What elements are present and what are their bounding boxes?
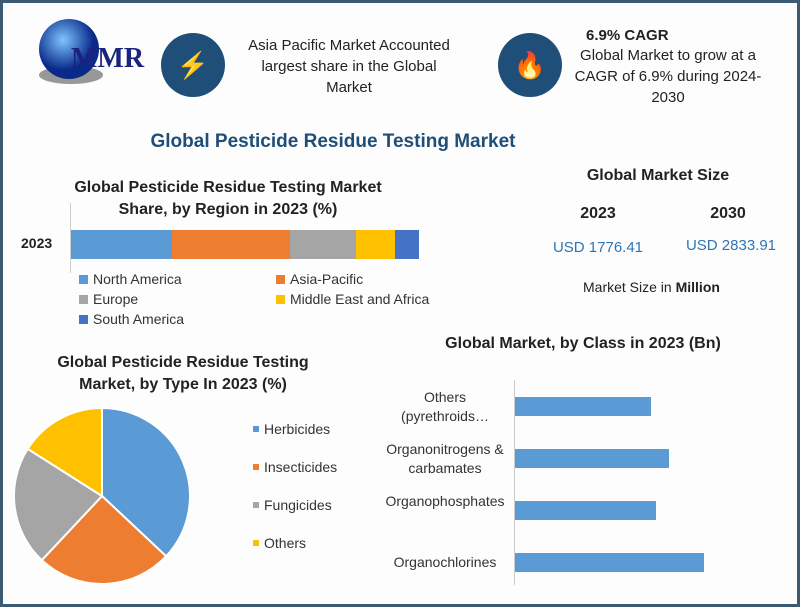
globe-icon bbox=[39, 19, 103, 84]
region-category-label: 2023 bbox=[21, 235, 53, 251]
legend-asia-pacific: Asia-Pacific bbox=[276, 271, 456, 287]
class-bar bbox=[515, 397, 651, 416]
legend-south-america: South America bbox=[79, 311, 276, 327]
lightning-bolt-icon: ⚡ bbox=[161, 33, 225, 97]
class-label: Organonitrogens & carbamates bbox=[386, 441, 504, 476]
market-size-unit: Market Size in Million bbox=[583, 279, 720, 295]
class-chart-title: Global Market, by Class in 2023 (Bn) bbox=[445, 335, 721, 352]
market-size-title: Global Market Size bbox=[586, 167, 730, 184]
type-legend: Herbicides Insecticides Fungicides Other… bbox=[253, 421, 337, 551]
class-axis bbox=[514, 380, 515, 585]
main-title: Global Pesticide Residue Testing Market bbox=[150, 131, 516, 152]
class-label: Organophosphates bbox=[385, 493, 505, 509]
region-chart-title: Global Pesticide Residue Testing Market … bbox=[74, 179, 382, 218]
region-axis bbox=[70, 203, 71, 273]
legend-herbicides: Herbicides bbox=[253, 421, 337, 437]
pie-slice-insecticides bbox=[40, 494, 168, 585]
pie-slice-fungicides bbox=[13, 447, 104, 562]
year-2023: 2023 bbox=[580, 205, 616, 222]
logo-text: MMR bbox=[71, 43, 145, 74]
type-pie-chart bbox=[13, 406, 191, 585]
legend-north-america: North America bbox=[79, 271, 276, 287]
legend-others: Others bbox=[253, 535, 337, 551]
region-legend: North America Asia-Pacific Europe Middle… bbox=[79, 271, 459, 327]
class-bar bbox=[515, 501, 656, 520]
class-bar bbox=[515, 449, 669, 468]
legend-europe: Europe bbox=[79, 291, 276, 307]
cagr-text: Global Market to grow at a CAGR of 6.9% … bbox=[574, 47, 762, 106]
value-2023: USD 1776.41 bbox=[552, 239, 644, 256]
class-bar bbox=[515, 553, 704, 572]
legend-fungicides: Fungicides bbox=[253, 497, 337, 513]
bar-segment-asia-pacific bbox=[171, 230, 291, 259]
bar-segment-middle-east-and-africa bbox=[356, 230, 395, 259]
region-stacked-bar bbox=[71, 230, 419, 259]
cagr-title: 6.9% CAGR bbox=[586, 27, 669, 44]
bar-segment-europe bbox=[290, 230, 357, 259]
year-2030: 2030 bbox=[710, 205, 746, 222]
class-label: Others (pyrethroids… bbox=[401, 389, 489, 424]
bar-segment-south-america bbox=[394, 230, 419, 259]
type-chart-title: Global Pesticide Residue Testing Market,… bbox=[57, 354, 309, 393]
card1-text: Asia Pacific Market Accounted largest sh… bbox=[248, 37, 450, 96]
flame-icon: 🔥 bbox=[498, 33, 562, 97]
legend-insecticides: Insecticides bbox=[253, 459, 337, 475]
class-label: Organochlorines bbox=[393, 554, 497, 570]
pie-slice-others bbox=[26, 406, 103, 498]
legend-mea: Middle East and Africa bbox=[276, 291, 456, 307]
pie-slice-herbicides bbox=[101, 406, 191, 558]
bar-segment-north-america bbox=[71, 230, 172, 259]
value-2030: USD 2833.91 bbox=[685, 237, 777, 254]
mmr-logo: MMR bbox=[31, 13, 146, 93]
